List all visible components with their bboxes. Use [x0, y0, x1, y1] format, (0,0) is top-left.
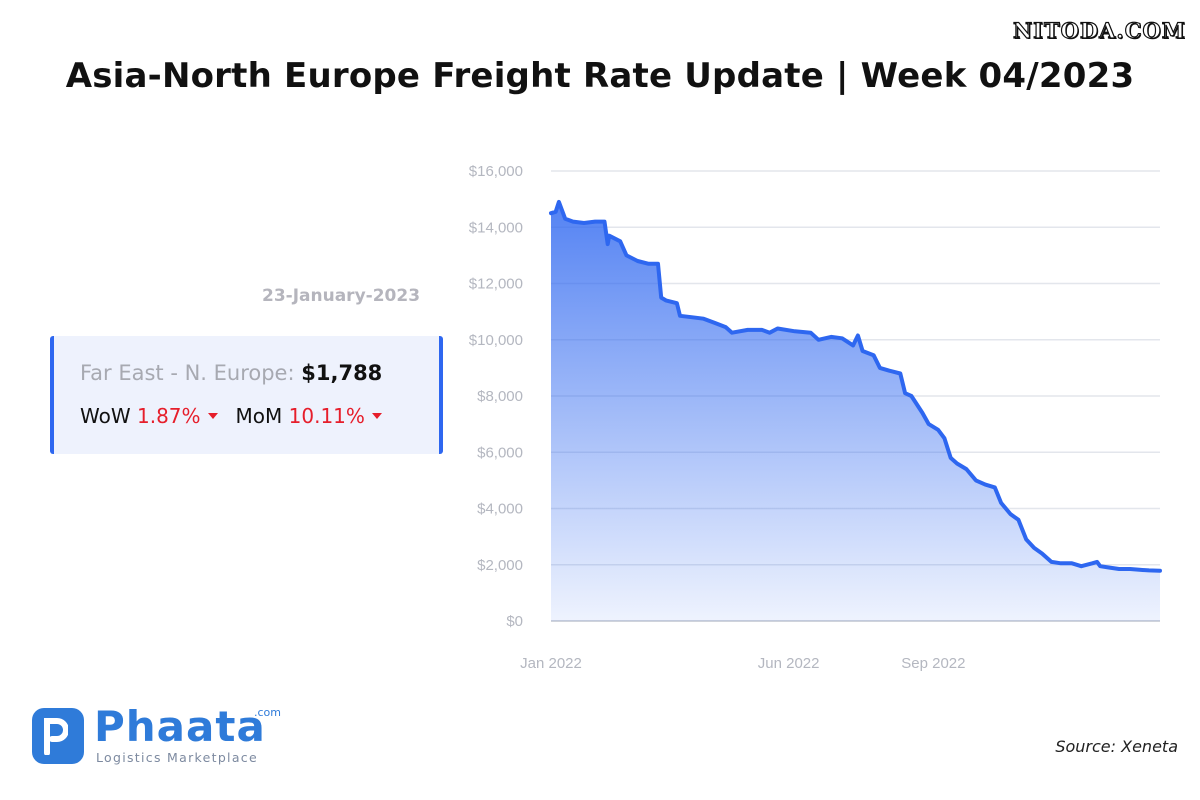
- rate-card: Far East - N. Europe: $1,788 WoW 1.87% Mo…: [50, 336, 443, 454]
- logo-badge: [32, 708, 84, 764]
- y-tick-label: $0: [506, 613, 523, 630]
- y-tick-label: $14,000: [469, 219, 523, 236]
- wow-down-caret-icon: [207, 413, 218, 419]
- source-credit: Source: Xeneta: [1055, 737, 1178, 756]
- y-tick-label: $6,000: [477, 444, 523, 461]
- y-tick-label: $16,000: [469, 163, 523, 180]
- date-label: 23-January-2023: [262, 286, 421, 306]
- route-price: $1,788: [301, 361, 383, 385]
- wow-value: 1.87%: [136, 404, 201, 428]
- rate-line: [549, 199, 1162, 573]
- change-row: WoW 1.87% MoM 10.11%: [80, 404, 400, 428]
- y-tick-label: $4,000: [477, 501, 523, 518]
- x-tick-label: Sep 2022: [901, 655, 965, 672]
- logo-wordmark: Phaata: [94, 702, 266, 751]
- y-axis: $0 $2,000 $4,000 $6,000 $8,000 $10,000 $12,000…: [469, 163, 523, 630]
- x-axis: Jan 2022 Jun 2022 Sep 2022: [520, 655, 965, 672]
- mom-label: MoM: [235, 404, 283, 428]
- mom-value: 10.11%: [288, 404, 365, 428]
- logo-tagline: Logistics Marketplace: [96, 750, 258, 765]
- y-tick-label: $10,000: [469, 332, 523, 349]
- y-tick-label: $12,000: [469, 276, 523, 293]
- watermark: NITODA.COM: [1012, 17, 1186, 43]
- route-label: Far East - N. Europe:: [80, 361, 295, 385]
- logo-p-icon: [44, 718, 68, 755]
- y-tick-label: $8,000: [477, 388, 523, 405]
- x-tick-label: Jan 2022: [520, 655, 582, 672]
- x-tick-label: Jun 2022: [758, 655, 820, 672]
- wow-label: WoW: [80, 404, 131, 428]
- phaata-logo: Phaata .com Logistics Marketplace: [32, 702, 292, 766]
- mom-down-caret-icon: [371, 413, 382, 419]
- y-tick-label: $2,000: [477, 557, 523, 574]
- logo-com: .com: [254, 706, 281, 719]
- rate-area: [551, 201, 1160, 621]
- route-rate: Far East - N. Europe: $1,788: [80, 361, 382, 385]
- page-title: Asia-North Europe Freight Rate Update | …: [65, 56, 1135, 96]
